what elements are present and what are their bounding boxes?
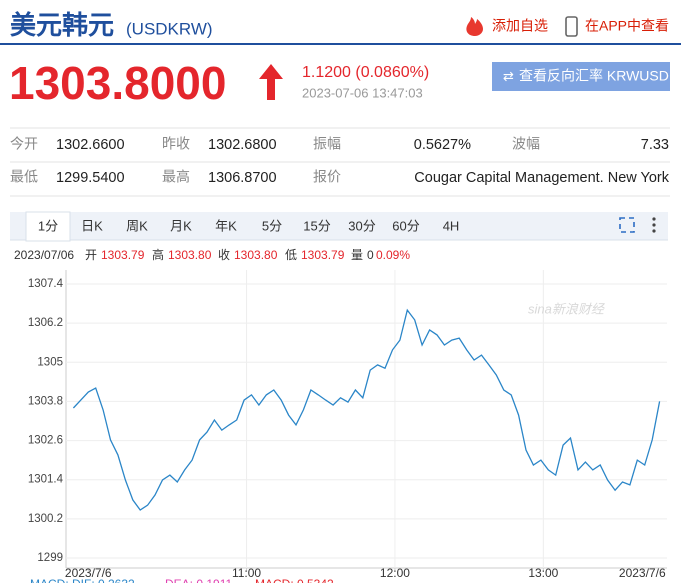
info-label: 量	[351, 248, 363, 262]
change: 1.1200 (0.0860%)	[302, 64, 429, 81]
stat-value: Cougar Capital Management. New York	[414, 170, 669, 186]
info-label: 收	[218, 248, 230, 262]
more-icon[interactable]	[652, 217, 656, 233]
tabs: 1分 日K 周K 月K 年K 5分 15分 30分 60分 4H	[25, 211, 460, 242]
x-tick-label: 11:00	[232, 566, 261, 580]
tab[interactable]: 日K	[81, 218, 103, 233]
macd-label: MACD: DIF: 0.2632	[30, 577, 135, 583]
tab[interactable]: 月K	[170, 218, 192, 233]
fullscreen-icon[interactable]	[619, 217, 635, 233]
info-value: 1303.80	[168, 248, 212, 262]
pair-code: (USDKRW)	[126, 19, 213, 38]
tab[interactable]: 年K	[215, 218, 237, 233]
price: 1303.8000	[9, 57, 226, 109]
info-line: 2023/07/06 开 1303.79 高 1303.80 收 1303.80 低 1303.…	[14, 247, 410, 262]
y-tick-label: 1301.4	[28, 474, 64, 486]
info-value: 0	[367, 248, 374, 262]
active-tab[interactable]	[25, 211, 71, 242]
y-tick-label: 1305	[37, 356, 63, 368]
y-tick-label: 1302.6	[28, 435, 63, 447]
stat-value: 1302.6800	[208, 137, 277, 153]
macd-label: MACD: 0.5342	[255, 577, 334, 583]
info-change: 0.09%	[376, 248, 410, 262]
info-date: 2023/07/06	[14, 248, 74, 262]
stats-table: 今开 1302.6600 昨收 1302.6800 振幅 0.5627% 波幅 7.33 最低 1…	[10, 127, 670, 197]
x-tick-label: 2023/7/6	[65, 566, 112, 580]
x-tick-label: 2023/7/6	[619, 566, 666, 580]
price-line	[72, 308, 661, 511]
tab[interactable]: 60分	[392, 218, 419, 233]
fire-icon[interactable]	[466, 17, 483, 36]
y-tick-label: 1300.2	[28, 513, 63, 525]
macd-label: DEA: 0.1911	[165, 577, 232, 583]
stat-value: 7.33	[641, 137, 669, 153]
info-label: 高	[152, 247, 164, 262]
swap-icon: ⇄	[503, 68, 514, 83]
stat-value: 1299.5400	[56, 170, 125, 186]
stat-label: 今开	[10, 136, 38, 152]
y-tick-label: 1299	[37, 552, 63, 564]
watermark: sina新浪财经	[528, 301, 606, 316]
stat-label: 报价	[313, 169, 341, 185]
chart: 1299 1300.2 1301.4 1302.6 1303.8 1305 1306.2 13…	[28, 270, 667, 580]
y-tick-label: 1306.2	[28, 317, 63, 329]
tab[interactable]: 1分	[38, 218, 58, 233]
reverse-button-label[interactable]: 查看反向汇率 KRWUSD	[519, 68, 669, 84]
macd-line: MACD: DIF: 0.2632 DEA: 0.1911 MACD: 0.5342	[30, 577, 334, 583]
info-label: 低	[285, 248, 297, 262]
stat-label: 最高	[162, 169, 190, 185]
y-tick-label: 1307.4	[28, 278, 64, 290]
stat-value: 0.5627%	[414, 137, 471, 153]
tab[interactable]: 5分	[262, 218, 282, 233]
up-arrow	[259, 64, 283, 100]
reverse-button[interactable]	[492, 62, 670, 91]
y-tick-label: 1303.8	[28, 395, 63, 407]
stat-label: 昨收	[162, 136, 190, 152]
tab-bar	[10, 212, 668, 240]
tab[interactable]: 周K	[126, 218, 148, 233]
x-tick-label: 12:00	[380, 566, 410, 580]
tab[interactable]: 30分	[348, 218, 375, 233]
quote-time: 2023-07-06 13:47:03	[302, 85, 423, 100]
info-value: 1303.79	[301, 248, 345, 262]
stat-value: 1302.6600	[56, 137, 125, 153]
x-tick-label: 13:00	[528, 566, 558, 580]
stat-label: 波幅	[512, 136, 540, 152]
stat-label: 振幅	[313, 136, 341, 152]
info-value: 1303.80	[234, 248, 278, 262]
info-value: 1303.79	[101, 248, 145, 262]
open-app[interactable]: 在APP中查看	[585, 18, 669, 34]
info-label: 开	[85, 248, 97, 262]
stat-value: 1306.8700	[208, 170, 277, 186]
pair-title: 美元韩元	[10, 10, 114, 40]
stat-label: 最低	[10, 169, 38, 185]
phone-icon[interactable]	[565, 16, 578, 37]
tab[interactable]: 4H	[443, 218, 460, 233]
tab[interactable]: 15分	[303, 218, 330, 233]
add-watch[interactable]: 添加自选	[492, 18, 548, 34]
